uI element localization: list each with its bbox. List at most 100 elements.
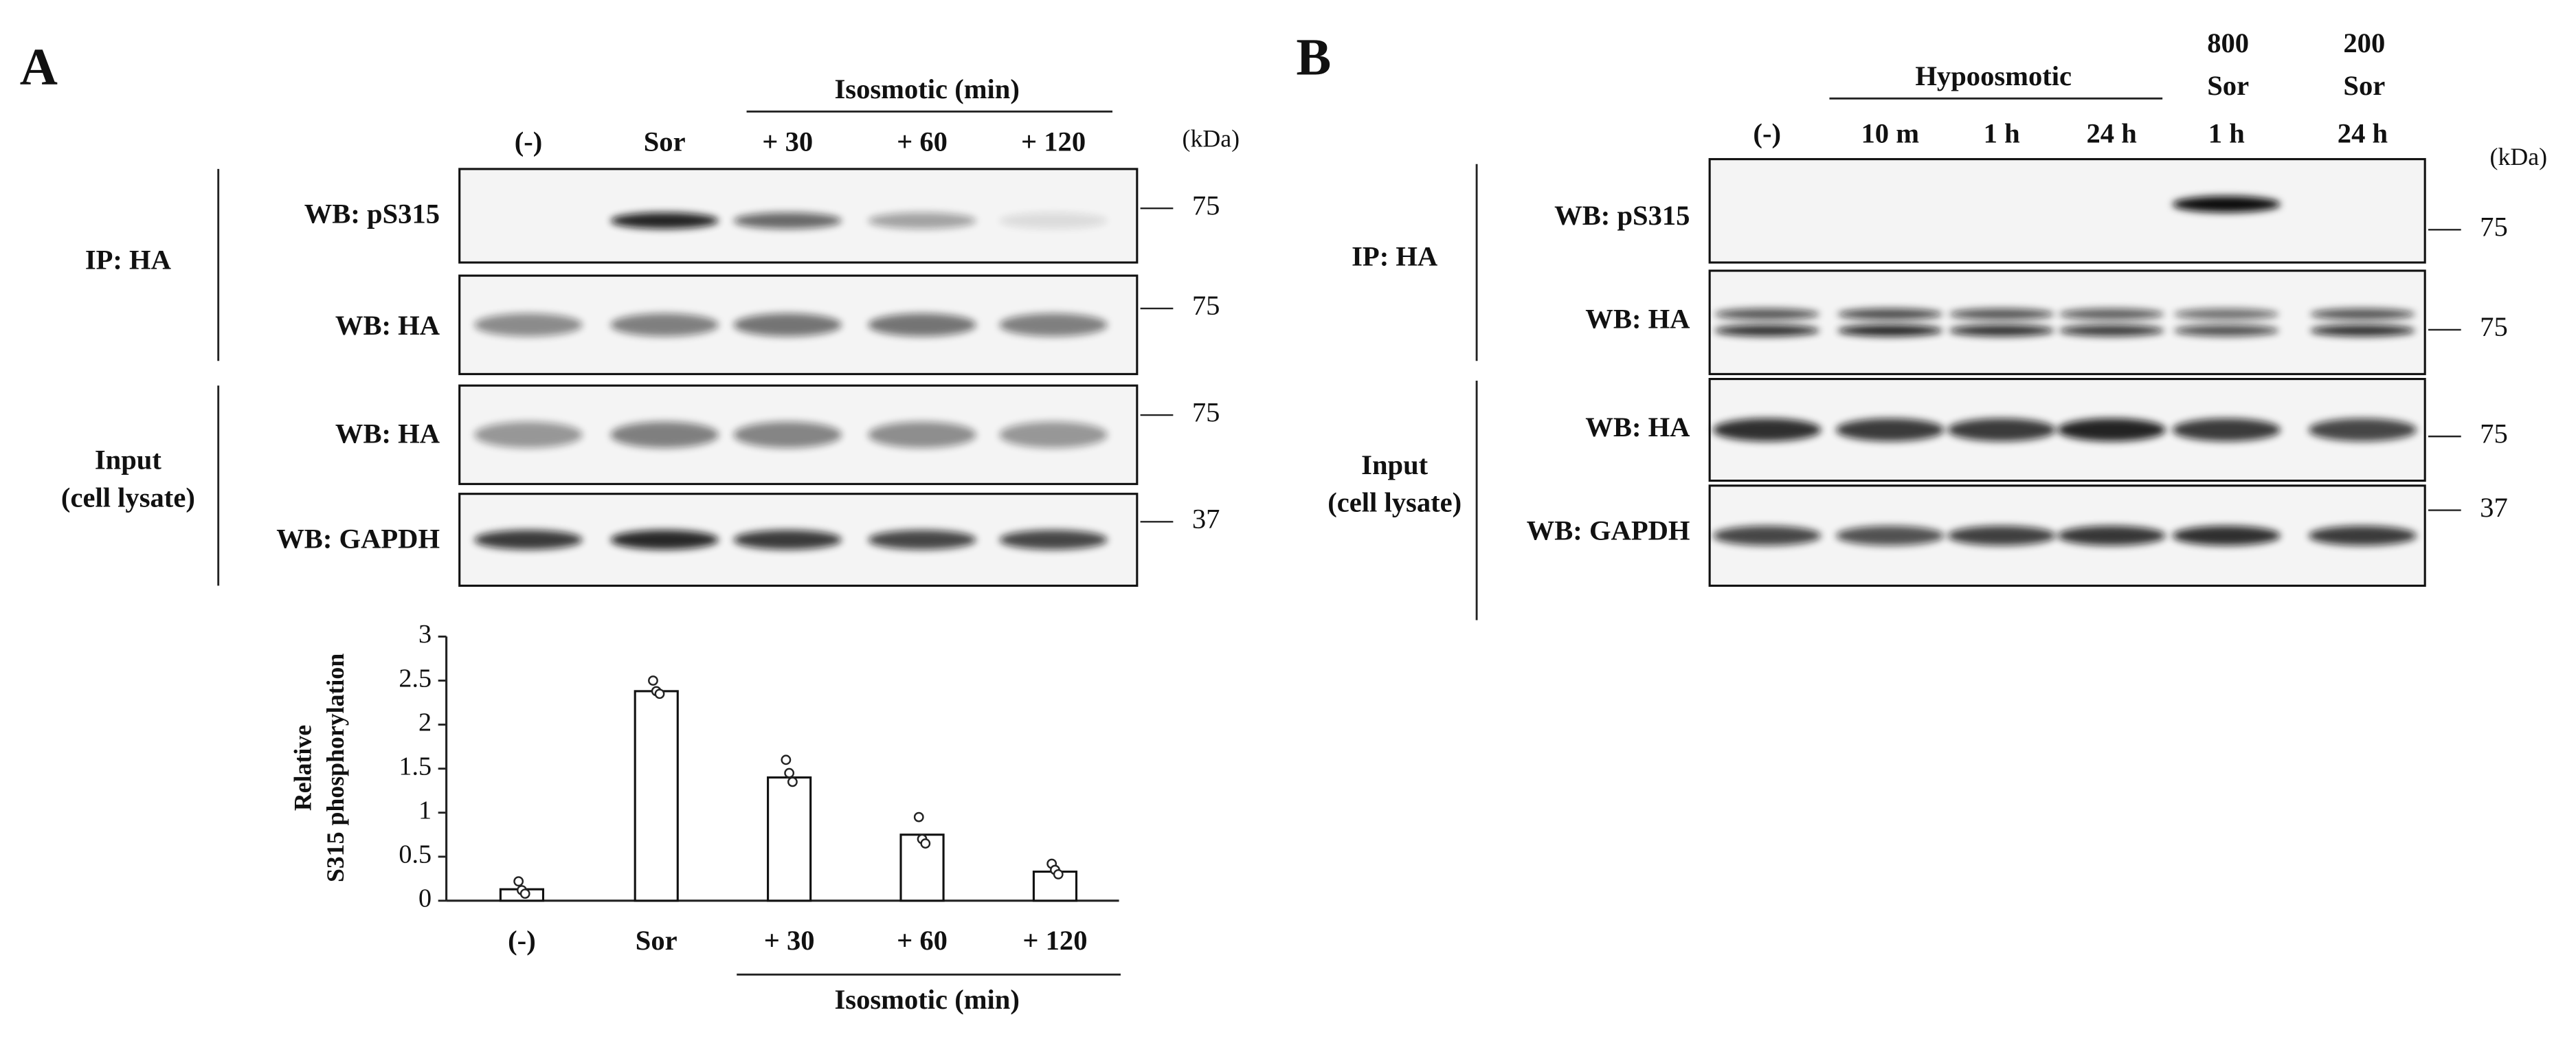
group-label: IP: HA — [1352, 241, 1437, 272]
x-tick-label: Sor — [636, 925, 677, 956]
blot — [1708, 378, 2426, 482]
replicate-point — [519, 888, 530, 899]
blot-label: WB: HA — [335, 418, 440, 449]
lane-top: 200 — [2343, 27, 2385, 58]
x-tick-label: (-) — [508, 925, 536, 956]
band — [868, 421, 976, 448]
group-header: Isosmotic (min) — [835, 74, 1020, 104]
mw-label: 75 — [2480, 311, 2508, 342]
mw-label: 37 — [1192, 504, 1220, 535]
band — [2059, 324, 2164, 337]
kda-label: (kDa) — [2490, 143, 2547, 170]
lane-label: 1 h — [2208, 117, 2245, 148]
blot-label: WB: GAPDH — [276, 523, 440, 554]
y-axis-label: Relative — [289, 725, 316, 811]
band — [1947, 526, 2056, 546]
blot-label: WB: GAPDH — [1527, 515, 1690, 546]
x-tick-label: + 60 — [897, 925, 948, 956]
band — [999, 313, 1108, 337]
band — [2057, 418, 2166, 442]
group-header: Hypoosmotic — [1915, 60, 2072, 91]
band — [999, 530, 1108, 550]
band — [1714, 308, 1820, 320]
mw-label: 37 — [2480, 492, 2508, 523]
lane-label: 10 m — [1861, 117, 1920, 148]
lane-label: 24 h — [2086, 117, 2136, 148]
band — [2172, 418, 2281, 442]
replicate-point — [784, 768, 795, 779]
band — [1949, 324, 2054, 337]
band — [1949, 308, 2054, 320]
replicate-point — [654, 689, 665, 699]
y-tick-label: 0.5 — [399, 840, 432, 869]
lane-top: Sor — [2207, 70, 2249, 101]
band — [733, 421, 842, 448]
lane-label: 1 h — [1984, 117, 2020, 148]
band — [2172, 526, 2281, 546]
lane-label: (-) — [1753, 117, 1781, 148]
replicate-point — [787, 776, 798, 787]
band — [2308, 418, 2417, 442]
band — [610, 313, 719, 337]
band — [1835, 526, 1945, 546]
blot-label: WB: pS315 — [304, 198, 440, 229]
lane-top: 800 — [2207, 27, 2249, 58]
band — [1712, 418, 1822, 442]
mw-label: 75 — [2480, 418, 2508, 449]
lane-label: 24 h — [2338, 117, 2388, 148]
group-label: Input — [95, 445, 161, 475]
mw-label: 75 — [1192, 396, 1220, 427]
band — [1947, 418, 2056, 442]
lane-label: Sor — [644, 126, 686, 157]
replicate-point — [648, 675, 658, 686]
blot — [1708, 269, 2426, 375]
y-axis-label: S315 phosphorylation — [322, 653, 349, 882]
replicate-point — [513, 876, 524, 887]
blot-label: WB: HA — [1585, 303, 1690, 334]
x-tick-label: + 120 — [1022, 925, 1087, 956]
mw-label: 75 — [2480, 212, 2508, 243]
lane-top: Sor — [2343, 70, 2385, 101]
y-tick-label: 2 — [418, 708, 432, 737]
y-tick-label: 0 — [418, 884, 432, 913]
group-label: Input — [1361, 449, 1428, 480]
bar — [634, 690, 679, 902]
group-label: (cell lysate) — [1328, 487, 1461, 518]
band — [733, 313, 842, 337]
band — [2059, 308, 2164, 320]
band — [868, 212, 976, 230]
band — [610, 421, 719, 448]
band — [610, 530, 719, 550]
band — [610, 212, 719, 230]
band — [1712, 526, 1822, 546]
band — [1714, 324, 1820, 337]
blot-label: WB: HA — [335, 310, 440, 341]
band — [474, 313, 583, 337]
band — [1835, 418, 1945, 442]
x-tick-label: + 30 — [764, 925, 815, 956]
group-label: (cell lysate) — [61, 482, 195, 513]
band — [2057, 526, 2166, 546]
band — [1837, 324, 1943, 337]
band — [868, 313, 976, 337]
band — [868, 530, 976, 550]
band — [474, 530, 583, 550]
band — [733, 212, 842, 230]
band — [2172, 196, 2281, 213]
band — [474, 421, 583, 448]
x-group-label: Isosmotic (min) — [835, 984, 1020, 1015]
band — [2173, 324, 2279, 337]
mw-label: 75 — [1192, 190, 1220, 221]
group-label: IP: HA — [85, 244, 171, 275]
band — [2173, 308, 2279, 320]
y-tick-label: 2.5 — [399, 664, 432, 693]
band — [1837, 308, 1943, 320]
lane-label: + 120 — [1021, 126, 1086, 157]
lane-label: + 60 — [897, 126, 948, 157]
replicate-point — [1053, 869, 1064, 880]
y-tick-label: 1.5 — [399, 752, 432, 781]
y-tick-label: 1 — [418, 796, 432, 825]
band — [2310, 324, 2415, 337]
replicate-point — [781, 754, 792, 765]
blot-label: WB: HA — [1585, 412, 1690, 443]
